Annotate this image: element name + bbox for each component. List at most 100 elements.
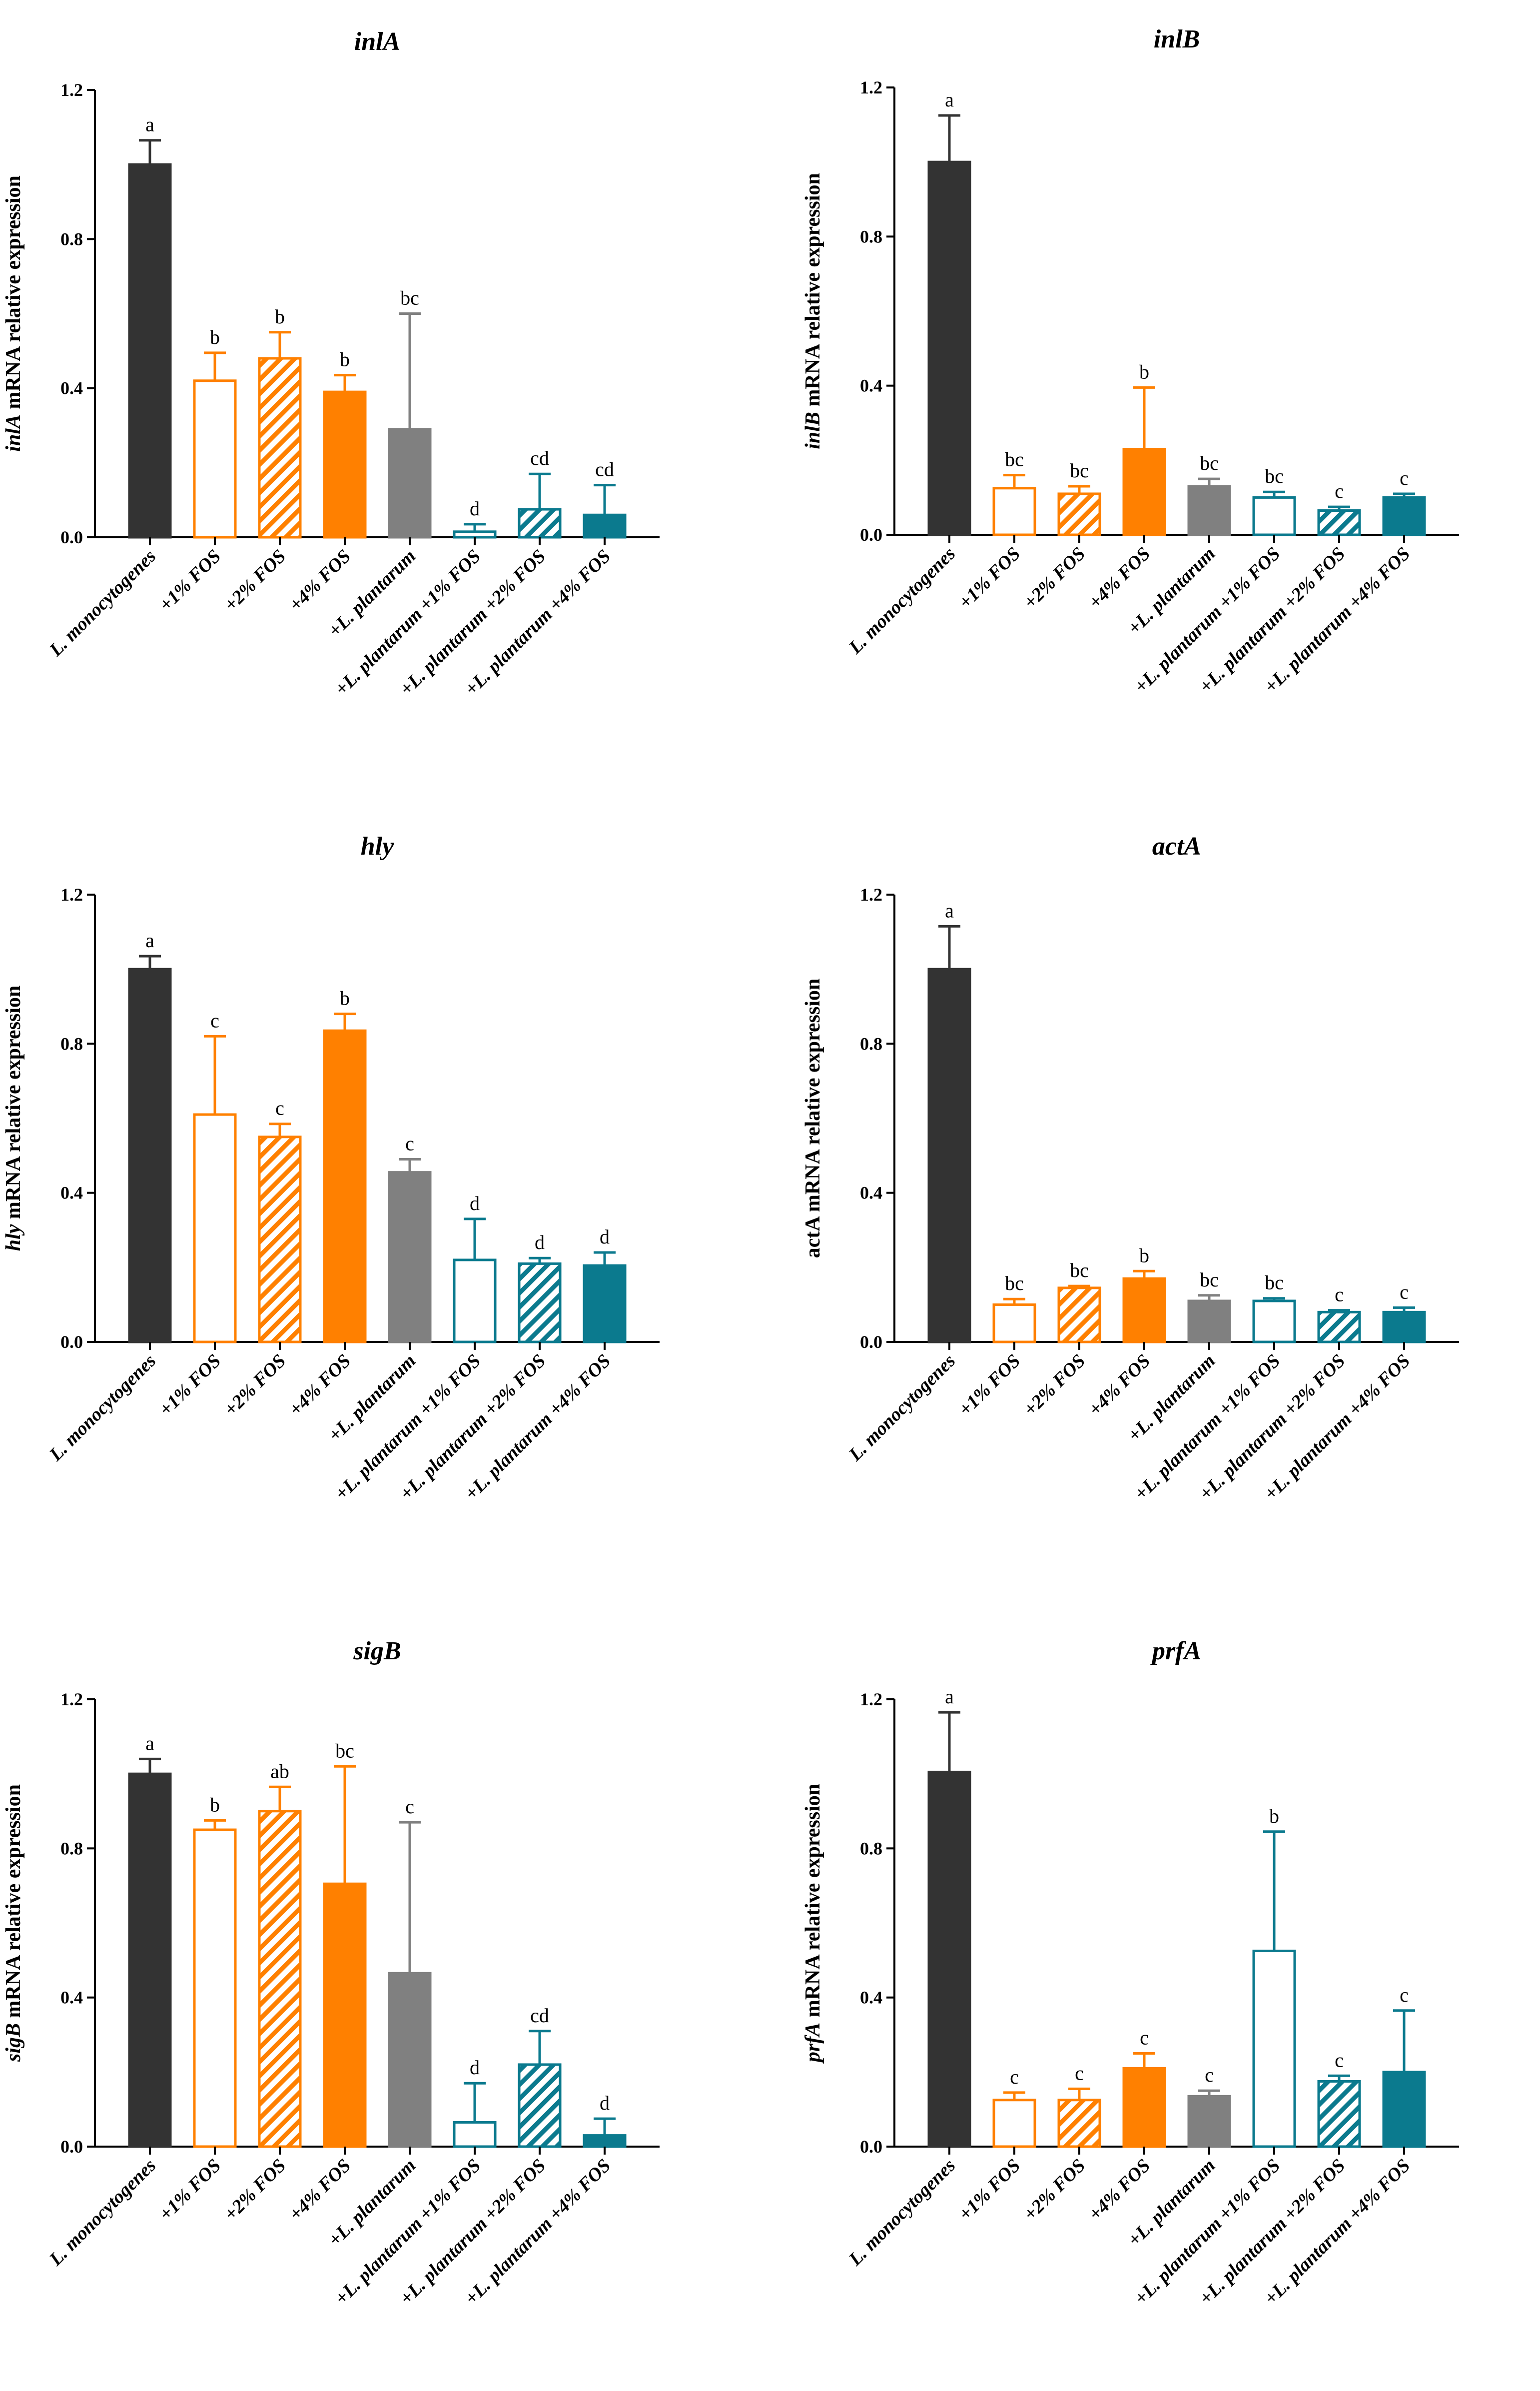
x-tick-label: +4% FOS	[1085, 2155, 1155, 2225]
chart-title: inlB	[1154, 25, 1200, 53]
x-tick-label: +4% FOS	[1085, 543, 1155, 613]
bar-4-fos	[1122, 2067, 1166, 2148]
x-tick-label: +1% FOS	[155, 546, 225, 616]
bar-l-monocytogenes	[128, 968, 172, 1343]
chart-hly: hly hly mRNA relative expression 0.0 0.4 0.8…	[2, 832, 660, 1504]
bar-l-plantarum	[1187, 2095, 1231, 2148]
chart-title: sigB	[353, 1637, 401, 1665]
bar-4-fos	[323, 390, 367, 539]
y-tick-label: 1.2	[860, 1689, 882, 1709]
significance-label: ab	[270, 1760, 289, 1782]
x-tick-label: +4% FOS	[285, 546, 355, 616]
y-tick-label: 0.8	[860, 1838, 882, 1858]
y-axis-label: hly mRNA relative expression	[2, 986, 25, 1251]
bar-1-fos	[193, 379, 237, 539]
bar-l-plantarum-2-fos	[1317, 509, 1361, 536]
y-tick-label: 0.8	[860, 1034, 882, 1054]
x-tick-label: +4% FOS	[285, 2155, 355, 2225]
y-tick-label: 0.4	[60, 1988, 83, 2008]
chart-title: inlA	[354, 27, 401, 56]
significance-label: b	[340, 987, 350, 1010]
bar-2-fos	[1057, 1286, 1101, 1343]
y-tick-label: 0.0	[60, 1332, 83, 1352]
bar-l-plantarum-2-fos	[518, 508, 562, 539]
significance-label: d	[470, 2056, 480, 2079]
significance-label: c	[1400, 1280, 1409, 1303]
bar-1-fos	[992, 2099, 1036, 2148]
bar-l-plantarum-4-fos	[1382, 1310, 1426, 1343]
y-axis-label: sigB mRNA relative expression	[2, 1784, 25, 2062]
y-tick-label: 0.8	[60, 1034, 83, 1054]
y-tick-label: 0.4	[860, 1183, 882, 1203]
chart-prfa: prfA prfA mRNA relative expression 0.0 0.4 0…	[801, 1637, 1459, 2309]
y-tick-label: 0.0	[60, 527, 83, 547]
significance-label: bc	[1070, 459, 1089, 482]
significance-label: c	[210, 1009, 219, 1032]
x-tick-label: +2% FOS	[220, 2155, 290, 2225]
bar-2-fos	[1057, 492, 1101, 536]
bar-l-plantarum	[388, 1171, 432, 1343]
significance-label: a	[945, 899, 954, 922]
x-tick-label: L. monocytogenes	[45, 2155, 160, 2270]
significance-label: c	[405, 1133, 414, 1155]
bar-l-plantarum-1-fos	[453, 530, 497, 539]
x-tick-label: +2% FOS	[220, 1350, 290, 1420]
bar-l-plantarum	[1187, 485, 1231, 536]
significance-label: b	[1139, 360, 1149, 383]
chart-inla: inlA inlA mRNA relative expression 0.0 0.4 0…	[2, 27, 660, 700]
bar-4-fos	[1122, 1277, 1166, 1343]
bar-l-monocytogenes	[927, 160, 971, 536]
significance-label: d	[535, 1231, 545, 1253]
y-tick-label: 0.8	[60, 229, 83, 249]
bar-1-fos	[193, 1828, 237, 2148]
bar-l-plantarum-1-fos	[1252, 1949, 1296, 2148]
x-tick-label: L. monocytogenes	[45, 546, 160, 661]
x-tick-label: +1% FOS	[155, 1350, 225, 1420]
y-axis-label: actA mRNA relative expression	[801, 979, 824, 1258]
significance-label: b	[210, 1793, 220, 1816]
bar-l-monocytogenes	[927, 968, 971, 1343]
chart-title: prfA	[1150, 1637, 1201, 1665]
significance-label: b	[340, 348, 350, 371]
significance-label: c	[1140, 2027, 1149, 2049]
significance-label: c	[1205, 2064, 1214, 2086]
significance-label: c	[1335, 2049, 1344, 2071]
significance-label: bc	[1005, 448, 1024, 471]
bar-4-fos	[1122, 447, 1166, 536]
x-tick-label: +2% FOS	[1020, 1350, 1090, 1420]
y-tick-label: 0.0	[60, 2137, 83, 2157]
y-tick-label: 0.8	[860, 226, 882, 246]
significance-label: c	[1075, 2062, 1084, 2084]
bar-l-plantarum-4-fos	[1382, 2071, 1426, 2148]
bar-l-plantarum-4-fos	[583, 513, 627, 539]
y-tick-label: 1.2	[860, 77, 882, 97]
y-tick-label: 0.4	[60, 378, 83, 398]
bar-l-plantarum	[388, 428, 432, 539]
significance-label: a	[945, 88, 954, 111]
significance-label: b	[1269, 1805, 1279, 1827]
chart-inlb: inlB inlB mRNA relative expression 0.0 0.4 0…	[801, 25, 1459, 697]
bar-l-plantarum-4-fos	[583, 2134, 627, 2148]
significance-label: bc	[400, 287, 419, 309]
significance-label: b	[1139, 1244, 1149, 1266]
significance-label: a	[145, 1732, 154, 1754]
bar-l-plantarum-2-fos	[518, 2063, 562, 2148]
bar-4-fos	[323, 1029, 367, 1343]
x-tick-label: +4% FOS	[1085, 1350, 1155, 1420]
y-axis-label: inlA mRNA relative expression	[2, 175, 25, 452]
significance-label: c	[275, 1097, 284, 1120]
significance-label: bc	[1265, 465, 1284, 487]
y-tick-label: 0.4	[860, 1988, 882, 2008]
x-tick-label: +1% FOS	[955, 1350, 1025, 1420]
bar-l-plantarum	[388, 1972, 432, 2148]
x-tick-label: L. monocytogenes	[844, 543, 959, 658]
significance-label: c	[1335, 480, 1344, 502]
bar-l-plantarum-1-fos	[1252, 496, 1296, 536]
chart-sigb: sigB sigB mRNA relative expression 0.0 0.4 0…	[2, 1637, 660, 2309]
x-tick-label: L. monocytogenes	[844, 2155, 959, 2270]
y-tick-label: 0.0	[860, 2137, 882, 2157]
bar-4-fos	[323, 1882, 367, 2148]
bar-1-fos	[992, 487, 1036, 536]
significance-label: d	[470, 1192, 480, 1214]
